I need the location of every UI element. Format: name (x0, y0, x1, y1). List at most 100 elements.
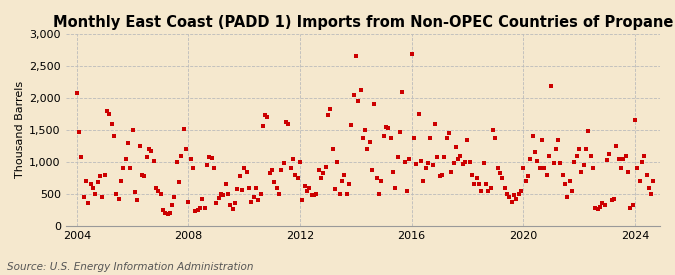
Point (85, 182, 96, 186)
Point (132, 198, 142, 202)
Point (387, 169, 398, 174)
Point (408, 135, 419, 140)
Point (230, 201, 240, 206)
Point (246, 199, 256, 204)
Point (199, 206, 210, 210)
Point (571, 153, 582, 158)
Point (197, 197, 208, 201)
Point (416, 158, 427, 163)
Point (104, 112, 115, 116)
Point (130, 190, 140, 194)
Point (334, 192, 345, 196)
Point (194, 206, 205, 210)
Point (227, 207, 238, 211)
Point (346, 123, 356, 128)
Point (144, 147, 155, 151)
Point (434, 174, 445, 178)
Point (99, 172, 110, 177)
Point (311, 192, 322, 196)
Point (236, 188, 247, 192)
Point (518, 166, 529, 170)
Point (255, 192, 266, 196)
Point (234, 174, 245, 178)
Point (204, 155, 215, 160)
Point (318, 171, 329, 176)
Point (469, 182, 480, 186)
Point (213, 196, 224, 200)
Point (485, 185, 496, 190)
Point (299, 184, 310, 188)
Point (78, 195, 89, 199)
Point (437, 172, 448, 177)
Point (632, 166, 643, 170)
Point (506, 199, 517, 204)
Point (402, 188, 412, 193)
Point (643, 185, 654, 190)
Point (490, 135, 501, 140)
Point (597, 201, 608, 206)
Point (474, 182, 485, 186)
Point (381, 125, 392, 129)
Point (316, 176, 327, 180)
Point (209, 166, 219, 170)
Point (360, 128, 371, 132)
Point (125, 166, 136, 170)
Point (162, 212, 173, 217)
Point (344, 182, 354, 186)
Text: Source: U.S. Energy Information Administration: Source: U.S. Energy Information Administ… (7, 262, 253, 272)
Point (548, 161, 559, 165)
Point (134, 144, 145, 148)
Point (76, 155, 87, 160)
Point (423, 161, 433, 165)
Point (604, 152, 615, 156)
Point (541, 172, 552, 177)
Point (220, 182, 231, 186)
Point (371, 176, 382, 180)
Point (155, 192, 166, 196)
Point (241, 169, 252, 174)
Point (250, 185, 261, 190)
Point (616, 166, 626, 170)
Point (622, 169, 633, 174)
Point (167, 203, 178, 207)
Point (239, 166, 250, 170)
Point (432, 155, 443, 159)
Point (202, 163, 213, 167)
Point (522, 174, 533, 178)
Point (446, 169, 456, 174)
Point (462, 137, 473, 142)
Point (525, 156, 536, 161)
Point (157, 208, 168, 212)
Point (558, 172, 568, 177)
Point (339, 172, 350, 177)
Point (576, 169, 587, 174)
Point (460, 160, 470, 164)
Point (308, 193, 319, 197)
Point (160, 211, 171, 215)
Point (520, 179, 531, 183)
Point (646, 192, 657, 196)
Point (327, 147, 338, 151)
Point (337, 179, 348, 183)
Point (495, 171, 506, 176)
Point (278, 161, 289, 165)
Point (429, 121, 440, 126)
Point (146, 149, 157, 153)
Point (188, 166, 198, 170)
Point (618, 156, 628, 161)
Point (508, 193, 519, 197)
Point (176, 153, 187, 158)
Point (397, 90, 408, 94)
Point (555, 161, 566, 165)
Point (580, 147, 591, 151)
Point (127, 128, 138, 132)
Point (562, 195, 573, 199)
Point (262, 115, 273, 119)
Point (192, 208, 203, 212)
Point (411, 162, 422, 167)
Point (186, 156, 196, 161)
Point (276, 167, 287, 172)
Point (453, 156, 464, 161)
Point (637, 160, 647, 164)
Point (269, 180, 280, 185)
